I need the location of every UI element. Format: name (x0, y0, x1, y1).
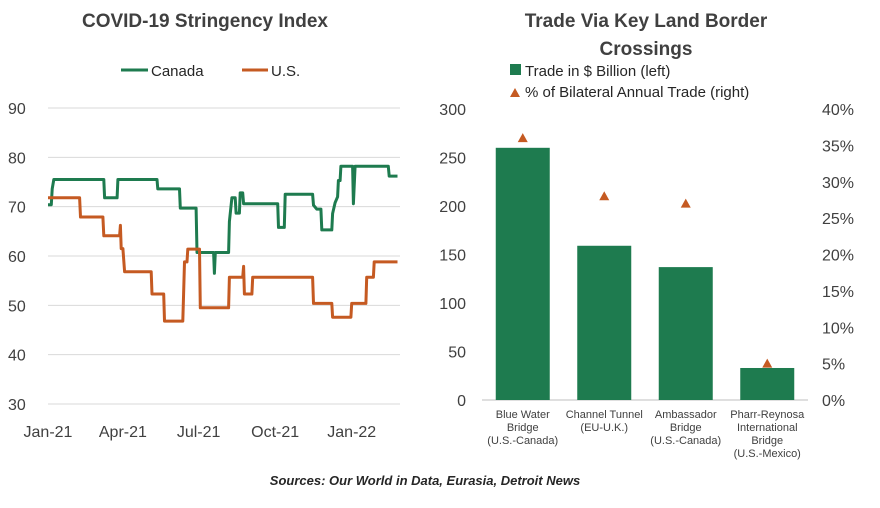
y-tick-label: 60 (8, 249, 26, 266)
y-tick-label: 90 (8, 101, 26, 118)
left-y-tick-label: 50 (448, 345, 466, 362)
legend-label-us: U.S. (271, 63, 300, 80)
trade-chart-title-line-1: Trade Via Key Land Border (525, 11, 768, 32)
category-label-ambassador-bridge-u-s-canada: Ambassador Bridge (U.S.-Canada) (650, 409, 721, 447)
source-note: Sources: Our World in Data, Eurasia, Det… (270, 473, 580, 488)
right-y-tick-label: 20% (822, 248, 854, 265)
right-y-tick-label: 35% (822, 138, 854, 155)
right-y-tick-label: 15% (822, 284, 854, 301)
trade-chart-title-line-2: Crossings (600, 39, 693, 60)
left-y-tick-label: 100 (439, 296, 466, 313)
bar-pharr-reynosa-international-bridge-u-s-mexico (740, 367, 795, 400)
right-y-tick-label: 0% (822, 393, 845, 410)
trade-category-labels: Blue Water Bridge (U.S.-Canada) Channel Tun… (487, 409, 805, 460)
y-tick-label: 40 (8, 348, 26, 365)
trade-left-y-axis: 0 50 100 150 200 250 300 (439, 102, 466, 410)
stringency-chart-title: COVID-19 Stringency Index (82, 11, 328, 32)
x-tick-label: Apr-21 (99, 424, 147, 441)
x-tick-label: Jul-21 (177, 424, 221, 441)
trade-legend: Trade in $ Billion (left) % of Bilateral… (510, 63, 749, 101)
bar-ambassador-bridge-u-s-canada (658, 267, 713, 400)
trade-right-y-axis: 0% 5% 10% 15% 20% 25% 30% 35% 40% (822, 102, 854, 410)
stringency-y-axis: 30 40 50 60 70 80 90 (8, 101, 26, 414)
x-tick-label: Jan-21 (24, 424, 73, 441)
series-line-canada (48, 164, 398, 275)
left-y-tick-label: 200 (439, 199, 466, 216)
share-marker-pharr-reynosa-international-bridge-u-s-mexico (762, 358, 773, 368)
category-label-channel-tunnel-eu-u-k: Channel Tunnel (EU-U.K.) (566, 409, 643, 434)
trade-share-markers (517, 133, 773, 368)
stringency-chart: COVID-19 Stringency Index Canada U.S. 30… (8, 11, 400, 441)
y-tick-label: 30 (8, 397, 26, 414)
y-tick-label: 70 (8, 200, 26, 217)
legend-marker-share (510, 88, 520, 97)
trade-bars (495, 147, 795, 400)
bar-blue-water-bridge-u-s-canada (495, 147, 550, 400)
y-tick-label: 80 (8, 150, 26, 167)
legend-label-trade: Trade in $ Billion (left) (525, 63, 670, 80)
left-y-tick-label: 0 (457, 393, 466, 410)
stringency-series (48, 164, 398, 323)
left-y-tick-label: 300 (439, 102, 466, 119)
share-marker-channel-tunnel-eu-u-k (599, 191, 610, 201)
legend-label-canada: Canada (151, 63, 204, 80)
x-tick-label: Oct-21 (251, 424, 299, 441)
legend-swatch-trade (510, 64, 521, 75)
left-y-tick-label: 150 (439, 248, 466, 265)
stringency-legend: Canada U.S. (121, 63, 300, 80)
right-y-tick-label: 10% (822, 320, 854, 337)
share-marker-blue-water-bridge-u-s-canada (517, 133, 528, 143)
stringency-gridlines (48, 107, 400, 405)
bar-channel-tunnel-eu-u-k (577, 245, 632, 400)
right-y-tick-label: 5% (822, 357, 845, 374)
right-y-tick-label: 40% (822, 102, 854, 119)
stringency-x-axis: Jan-21 Apr-21 Jul-21 Oct-21 Jan-22 (24, 424, 377, 441)
series-line-u-s (48, 196, 398, 323)
share-marker-ambassador-bridge-u-s-canada (680, 198, 691, 208)
y-tick-label: 50 (8, 298, 26, 315)
legend-label-share: % of Bilateral Annual Trade (right) (525, 84, 749, 101)
category-label-pharr-reynosa-international-bridge-u-s-mexico: Pharr-Reynosa International Bridge (U.S.-Me… (730, 409, 805, 460)
category-label-blue-water-bridge-u-s-canada: Blue Water Bridge (U.S.-Canada) (487, 409, 558, 447)
x-tick-label: Jan-22 (327, 424, 376, 441)
right-y-tick-label: 25% (822, 211, 854, 228)
trade-chart: Trade Via Key Land Border Crossings Trad… (439, 11, 854, 460)
left-y-tick-label: 250 (439, 151, 466, 168)
right-y-tick-label: 30% (822, 175, 854, 192)
